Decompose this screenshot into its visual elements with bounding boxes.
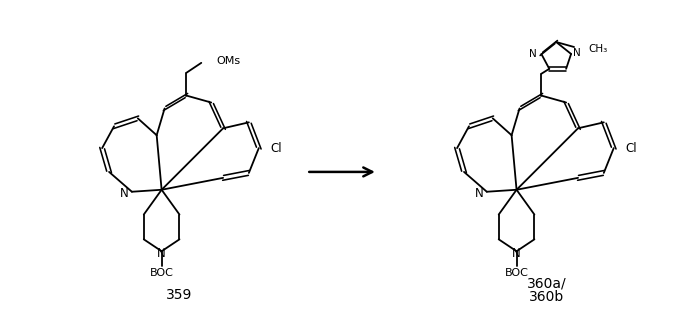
Text: N: N — [528, 49, 536, 59]
Text: BOC: BOC — [505, 268, 528, 278]
Text: 360b: 360b — [528, 290, 564, 304]
Text: Cl: Cl — [271, 142, 282, 155]
Text: CH₃: CH₃ — [588, 44, 607, 54]
Text: 360a/: 360a/ — [526, 277, 566, 291]
Text: OMs: OMs — [216, 56, 240, 66]
Text: N: N — [475, 187, 483, 200]
Text: N: N — [512, 247, 521, 260]
Text: Cl: Cl — [626, 142, 637, 155]
Text: N: N — [120, 187, 129, 200]
Text: N: N — [157, 247, 166, 260]
Text: BOC: BOC — [150, 268, 173, 278]
Text: N: N — [573, 48, 581, 58]
Text: 359: 359 — [166, 288, 193, 302]
